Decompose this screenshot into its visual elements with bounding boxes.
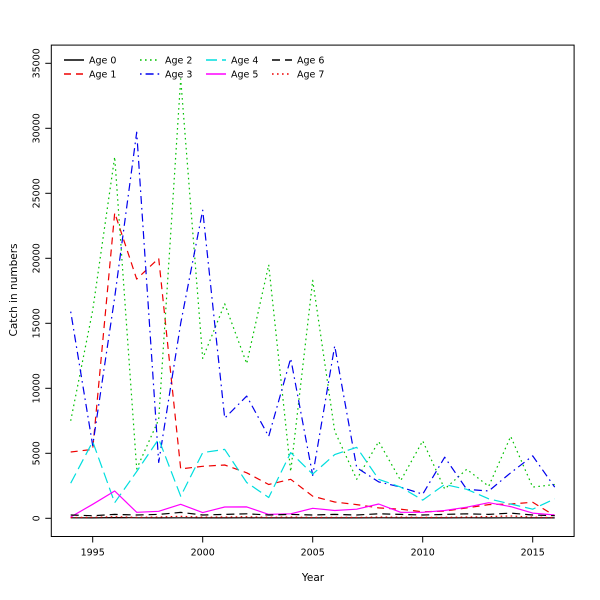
y-tick-label: 5000 [31, 441, 42, 465]
series-line-age-7 [70, 515, 555, 519]
x-axis-title: Year [301, 572, 325, 584]
x-tick-label: 2005 [301, 548, 325, 559]
y-tick-label: 35000 [31, 48, 42, 78]
y-axis-title: Catch in numbers [8, 243, 20, 337]
legend-label-age-4: Age 4 [231, 56, 258, 67]
series-line-age-4 [70, 438, 555, 510]
y-tick-label: 20000 [31, 243, 42, 273]
y-tick-label: 25000 [31, 178, 42, 208]
series-line-age-1 [70, 212, 556, 517]
x-tick-label: 1995 [81, 548, 105, 559]
legend-label-age-0: Age 0 [89, 56, 116, 67]
x-tick-label: 2015 [521, 548, 545, 559]
y-tick-label: 10000 [31, 373, 42, 403]
y-tick-label: 15000 [31, 308, 42, 338]
series-line-age-3 [70, 131, 556, 495]
legend-label-age-3: Age 3 [165, 70, 192, 81]
y-tick-label: 30000 [31, 113, 42, 143]
series-line-age-6 [70, 511, 555, 517]
series-line-age-2 [70, 78, 555, 490]
legend-label-age-2: Age 2 [165, 56, 192, 67]
series-line-age-5 [70, 490, 555, 518]
legend-label-age-7: Age 7 [297, 70, 324, 81]
plot-border [50, 44, 575, 537]
y-tick-label: 0 [31, 515, 42, 521]
legend-label-age-6: Age 6 [297, 56, 324, 67]
x-tick-label: 2010 [411, 548, 435, 559]
legend-label-age-1: Age 1 [89, 70, 116, 81]
x-tick-label: 2000 [191, 548, 215, 559]
legend-label-age-5: Age 5 [231, 70, 258, 81]
